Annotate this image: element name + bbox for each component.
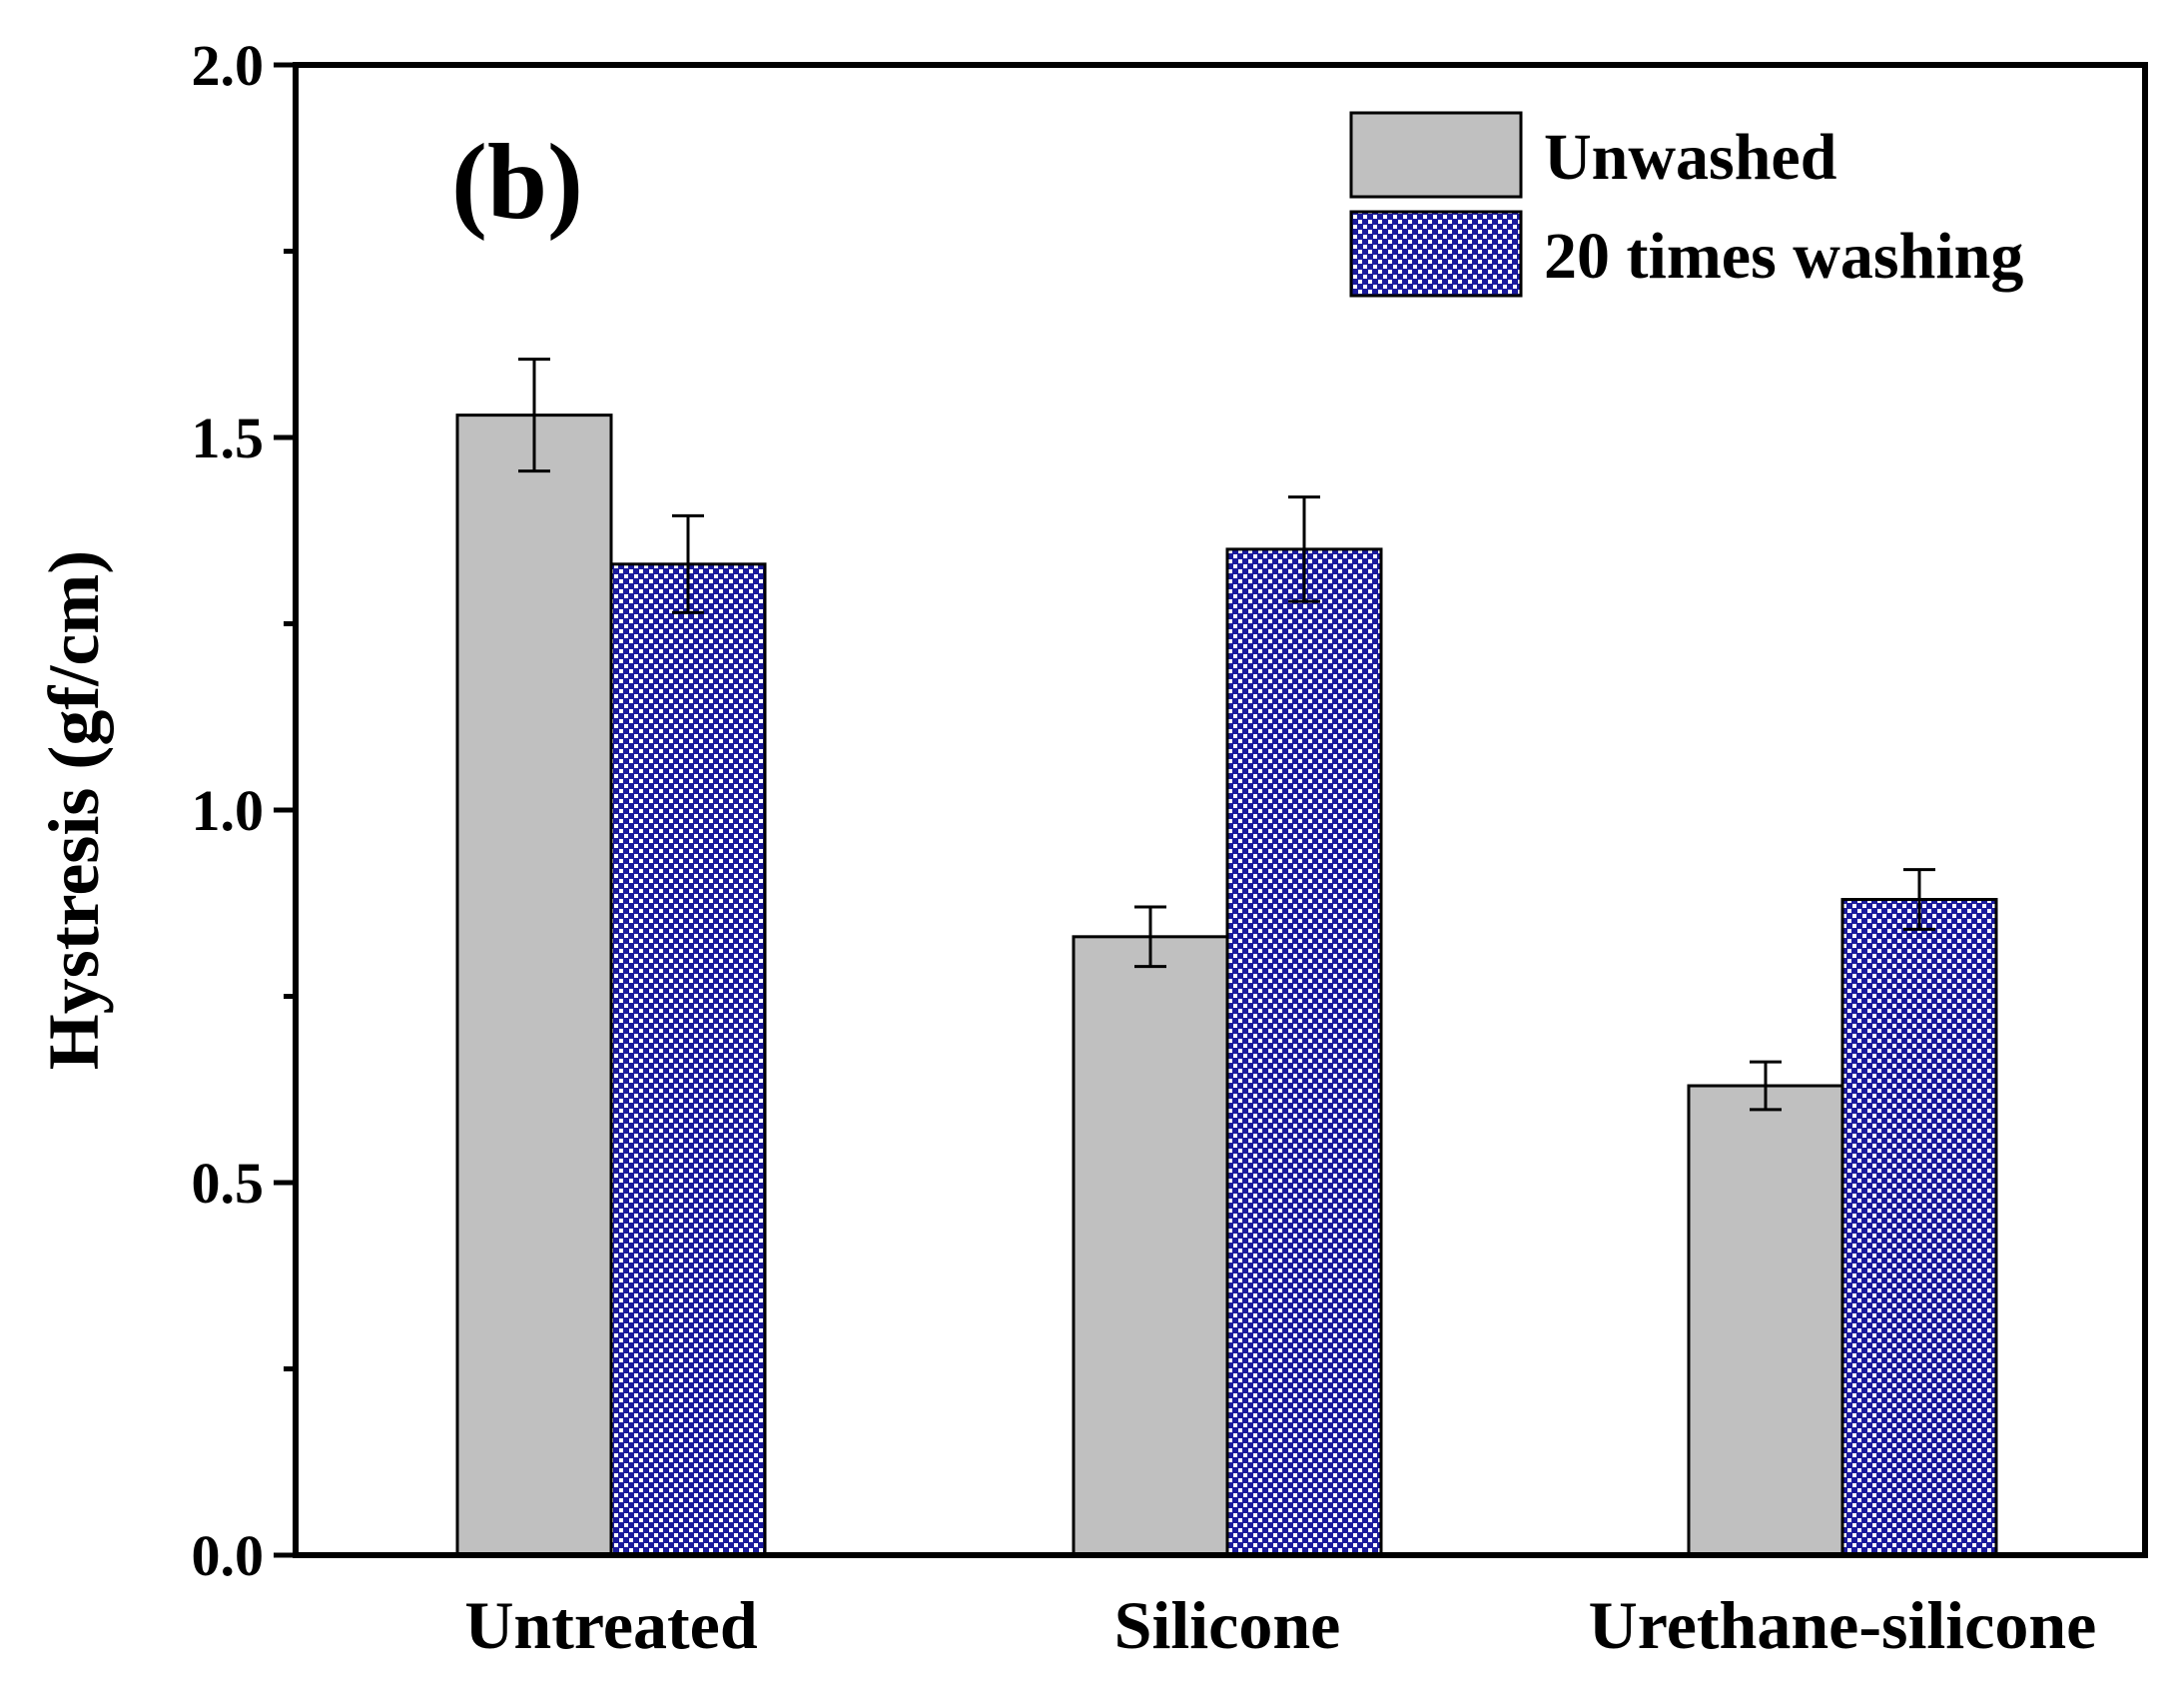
y-tick-label: 2.0 [192,33,265,98]
bar-silicone-washed [1225,547,1383,1557]
legend-swatch [1349,210,1523,298]
legend-swatch [1349,111,1523,199]
y-tick-label: 0.5 [192,1151,265,1216]
x-category-label: Silicone [1114,1587,1341,1663]
x-category-label: Untreated [464,1587,758,1663]
y-tick-label: 1.5 [192,406,265,470]
y-tick-label: 0.0 [192,1523,265,1588]
y-axis-title: Hystresis (gf/cm) [34,550,114,1071]
legend-label: 20 times washing [1544,220,2023,293]
bar-untreated-washed [609,562,767,1557]
y-tick-label: 1.0 [192,778,265,843]
y-axis-ticks: 0.0 0.5 1.0 1.5 2.0 [192,33,296,1588]
bar-urethane-silicone-unwashed [1687,1084,1844,1557]
x-category-label: Urethane-silicone [1589,1587,2097,1663]
bar-urethane-silicone-washed [1840,898,1998,1557]
bars-layer [455,414,1998,1557]
bar-untreated-unwashed [455,414,613,1557]
legend: Unwashed 20 times washing [1349,111,2023,298]
legend-label: Unwashed [1544,121,1836,194]
panel-label: (b) [451,123,583,242]
bar-silicone-unwashed [1072,935,1229,1557]
error-bars-layer [518,358,1935,1112]
x-axis-category-labels: Untreated Silicone Urethane-silicone [464,1587,2096,1663]
